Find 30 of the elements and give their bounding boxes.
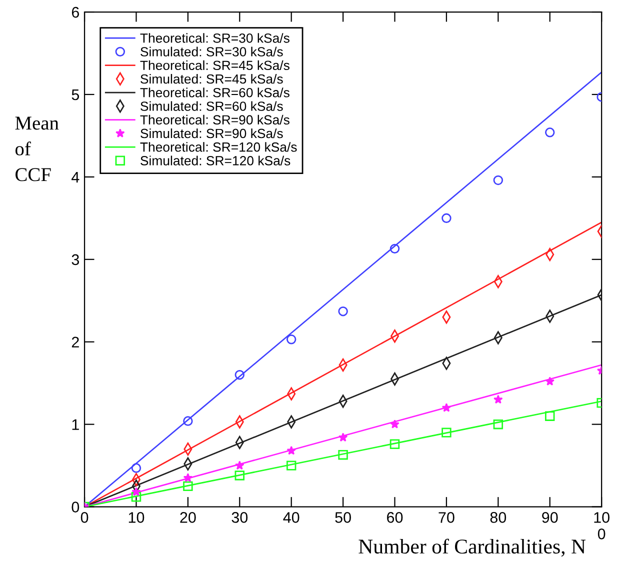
- legend-label: Simulated: SR=90 kSa/s: [140, 128, 283, 138]
- x-tick-label: 10: [128, 512, 144, 523]
- x-tick-label: 10 0: [594, 512, 610, 540]
- y-tick-label: 0: [72, 502, 80, 512]
- x-tick-label: 80: [490, 512, 506, 523]
- legend-label: Simulated: SR=30 kSa/s: [140, 46, 283, 56]
- x-tick-label: 60: [387, 512, 403, 523]
- y-tick-label: 6: [72, 6, 79, 18]
- x-tick-label: 20: [180, 512, 196, 523]
- y-tick-label: 4: [72, 172, 80, 182]
- x-axis-title: Number of Cardinalities, N: [358, 538, 586, 557]
- x-tick-label: 90: [542, 512, 558, 523]
- legend-label: Theoretical: SR=45 kSa/s: [140, 60, 290, 70]
- legend-label: Theoretical: SR=90 kSa/s: [140, 114, 290, 125]
- legend-label: Simulated: SR=60 kSa/s: [140, 101, 283, 111]
- x-tick-label: 0: [80, 512, 88, 523]
- x-tick-label: 50: [335, 512, 351, 523]
- legend-label: Theoretical: SR=120 kSa/s: [140, 142, 297, 152]
- x-tick-label: 70: [438, 512, 454, 523]
- y-tick-label: 2: [72, 336, 79, 348]
- y-tick-label: 3: [72, 254, 79, 266]
- x-tick-label: 40: [283, 512, 300, 523]
- y-tick-label: 5: [72, 90, 80, 100]
- x-tick-label: 30: [232, 512, 248, 523]
- legend-label: Theoretical: SR=30 kSa/s: [140, 33, 290, 43]
- y-axis-title: Mean of CCF: [15, 116, 59, 182]
- y-tick-label: 1: [72, 419, 79, 430]
- legend-label: Theoretical: SR=60 kSa/s: [140, 88, 290, 98]
- legend-label: Simulated: SR=120 kSa/s: [140, 156, 290, 166]
- legend-label: Simulated: SR=45 kSa/s: [140, 74, 283, 84]
